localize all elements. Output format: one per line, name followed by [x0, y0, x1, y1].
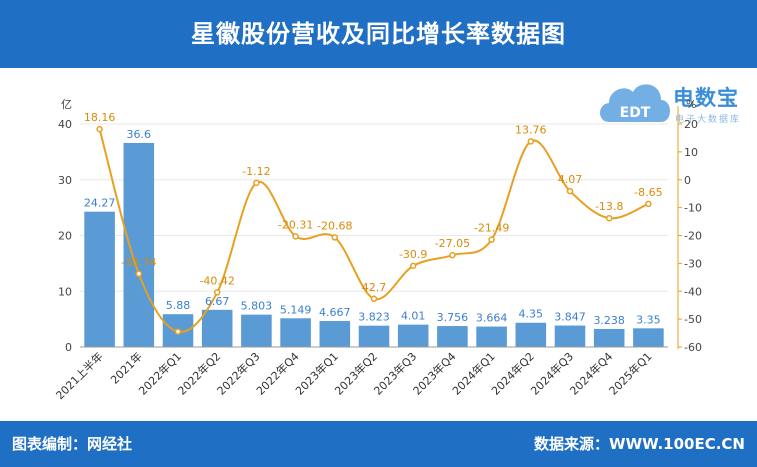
- bar-value-label: 3.823: [358, 311, 390, 324]
- line-value-label: -21.49: [474, 222, 509, 235]
- bar-series: [84, 142, 664, 347]
- bar-value-label: 3.847: [554, 311, 586, 324]
- y-tick-label: 20: [58, 230, 72, 243]
- edt-logo: EDT 电数宝 电子大数据库: [595, 72, 755, 132]
- line-point-9: [449, 251, 456, 259]
- y-tick-label: 40: [58, 118, 72, 131]
- y2-tick-label: 20: [684, 118, 698, 131]
- y-tick-label: 30: [58, 174, 72, 187]
- y-tick-label: 10: [58, 285, 72, 298]
- line-point-13: [605, 214, 613, 222]
- bar-value-label: 3.238: [593, 314, 625, 327]
- line-point-0: [96, 125, 103, 133]
- bar-value-label: 3.35: [636, 313, 661, 326]
- footer-editor: 图表编制：网经社: [12, 435, 133, 453]
- bar-value-label: 5.149: [280, 303, 312, 316]
- header-bar: 星徽股份营收及同比增长率数据图: [0, 0, 757, 68]
- x-tick-label: 2025年Q1: [606, 349, 655, 398]
- line-value-label: -20.68: [317, 219, 352, 232]
- y-axis-unit: 亿: [61, 98, 72, 111]
- line-point-2: [174, 328, 182, 335]
- y2-tick-label: -20: [684, 230, 702, 243]
- line-point-6: [331, 234, 339, 241]
- chart-title: 星徽股份营收及同比增长率数据图: [191, 20, 566, 48]
- bar-value-label: 4.01: [401, 310, 426, 323]
- bar-4: [241, 314, 272, 347]
- bar-value-label: 4.35: [519, 308, 544, 321]
- bar-8: [397, 324, 429, 347]
- cloud-logo-icon: EDT: [600, 84, 670, 122]
- y2-tick-label: -30: [684, 257, 702, 270]
- chart-area: 0 10 20 30 40 亿 -60 -50 -40 -30 -20 -10 0 10 20% 2021上半…: [53, 98, 702, 402]
- line-value-label: 42.7: [362, 281, 387, 294]
- footer-source: 数据来源：WWW.100EC.CN: [534, 435, 745, 453]
- line-point-1: [135, 270, 143, 278]
- bar-10: [476, 326, 507, 347]
- bar-0: [84, 211, 115, 347]
- line-point-4: [253, 179, 260, 187]
- line-value-label: 4.07: [558, 173, 583, 186]
- line-point-7: [370, 295, 378, 303]
- y2-tick-label: -10: [684, 202, 702, 215]
- line-value-label: -1.12: [242, 165, 270, 178]
- y2-axis-unit: %: [686, 98, 696, 111]
- x-tick-label: 2021上半年: [53, 349, 106, 402]
- line-value-label: -13.8: [595, 200, 623, 213]
- bar-7: [358, 325, 390, 347]
- logo-emblem-text: EDT: [620, 105, 651, 121]
- line-value-label: -33.74: [121, 256, 156, 269]
- line-point-5: [292, 233, 299, 240]
- y-tick-label: 0: [65, 341, 72, 354]
- y2-tick-label: -60: [684, 341, 702, 354]
- bar-12: [554, 325, 586, 347]
- line-value-label: -20.31: [278, 218, 313, 231]
- grid-lines: [80, 123, 668, 348]
- logo-brand: 电数宝: [673, 86, 739, 110]
- bar-value-label: 3.756: [437, 311, 469, 324]
- y2-tick-label: -40: [684, 285, 702, 298]
- bar-value-label: 6.67: [205, 295, 230, 308]
- y2-tick-label: -50: [684, 313, 702, 326]
- line-point-11: [527, 138, 535, 145]
- line-point-12: [566, 187, 574, 195]
- bar-9: [437, 326, 468, 347]
- bar-value-label: 5.88: [166, 299, 191, 312]
- bar-6: [319, 320, 351, 347]
- line-point-3: [213, 289, 221, 296]
- bar-3: [201, 309, 233, 347]
- y2-tick-label: 0: [684, 174, 691, 187]
- line-value-label: -40.42: [199, 274, 234, 287]
- bar-5: [280, 318, 311, 347]
- line-value-label: 13.76: [515, 123, 547, 136]
- line-value-label: -30.9: [399, 248, 427, 261]
- bar-value-label: 24.27: [84, 197, 116, 210]
- bar-13: [593, 328, 625, 347]
- line-value-label: -8.65: [634, 186, 662, 199]
- bar-value-label: 36.6: [127, 128, 152, 141]
- bar-1: [123, 142, 155, 347]
- line-point-14: [645, 200, 652, 208]
- footer-bar: 图表编制：网经社 数据来源：WWW.100EC.CN: [0, 421, 757, 467]
- logo-subtitle: 电子大数据库: [675, 115, 742, 125]
- line-point-10: [488, 236, 495, 243]
- x-tick-label: 2021年: [107, 349, 144, 386]
- y2-tick-label: 10: [684, 146, 698, 159]
- line-point-8: [409, 262, 417, 270]
- line-value-label: -27.05: [435, 237, 470, 250]
- line-value-label: 18.16: [84, 111, 116, 124]
- bar-value-label: 5.803: [241, 300, 273, 313]
- bar-value-label: 4.667: [319, 306, 351, 319]
- data-labels: 24.27 36.6 5.88 6.67 5.803 5.149 4.667 3.823 4.0…: [84, 111, 663, 327]
- bar-value-label: 3.664: [476, 312, 508, 325]
- line-points: [96, 125, 652, 335]
- bar-11: [515, 322, 547, 347]
- bar-14: [633, 328, 664, 347]
